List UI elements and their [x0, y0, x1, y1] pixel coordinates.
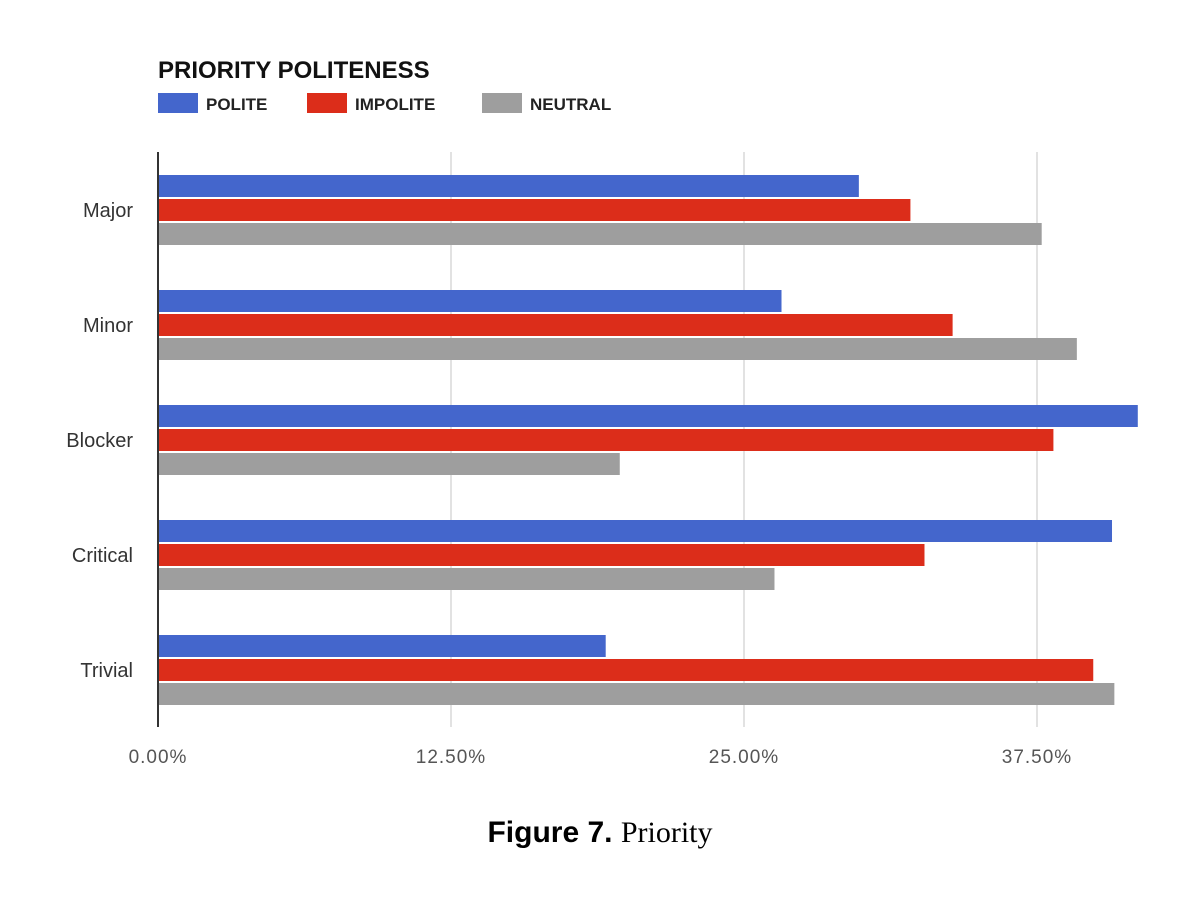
x-tick-label: 25.00% [709, 747, 779, 768]
bar-major-polite [158, 175, 859, 197]
x-tick-label: 37.50% [1002, 747, 1072, 768]
bar-blocker-impolite [158, 429, 1054, 451]
category-label: Major [83, 200, 133, 222]
bar-minor-impolite [158, 314, 953, 336]
chart-title: PRIORITY POLITENESS [158, 57, 430, 84]
bar-trivial-polite [158, 635, 606, 657]
caption-text: Priority [620, 816, 713, 849]
category-label: Blocker [66, 430, 133, 452]
legend-swatch-polite [158, 93, 198, 113]
category-label: Minor [83, 315, 133, 337]
category-label: Critical [72, 545, 133, 567]
legend-label-impolite: IMPOLITE [355, 95, 435, 114]
legend-swatch-impolite [307, 93, 347, 113]
legend-label-neutral: NEUTRAL [530, 95, 611, 114]
x-tick-label: 12.50% [416, 747, 486, 768]
figure-caption: Figure 7. Priority [0, 816, 1200, 850]
chart: PRIORITY POLITENESS POLITE IMPOLITE NEUTRA… [66, 57, 1138, 768]
bar-trivial-impolite [158, 659, 1094, 681]
bar-major-neutral [158, 223, 1042, 245]
bars [158, 175, 1138, 705]
legend-label-polite: POLITE [206, 95, 267, 114]
bar-minor-neutral [158, 338, 1077, 360]
bar-minor-polite [158, 290, 782, 312]
legend-swatch-neutral [482, 93, 522, 113]
bar-critical-polite [158, 520, 1113, 542]
category-label: Trivial [80, 660, 133, 682]
legend: POLITE IMPOLITE NEUTRAL [158, 93, 611, 114]
x-tick-label: 0.00% [129, 747, 188, 768]
bar-critical-impolite [158, 544, 925, 566]
bar-major-impolite [158, 199, 911, 221]
bar-critical-neutral [158, 568, 775, 590]
caption-label: Figure 7. [487, 816, 613, 849]
x-axis-ticks: 0.00% 12.50% 25.00% 37.50% [129, 747, 1072, 768]
category-labels: Major Minor Blocker Critical Trivial [66, 200, 133, 682]
bar-trivial-neutral [158, 683, 1115, 705]
bar-blocker-polite [158, 405, 1138, 427]
bar-blocker-neutral [158, 453, 620, 475]
